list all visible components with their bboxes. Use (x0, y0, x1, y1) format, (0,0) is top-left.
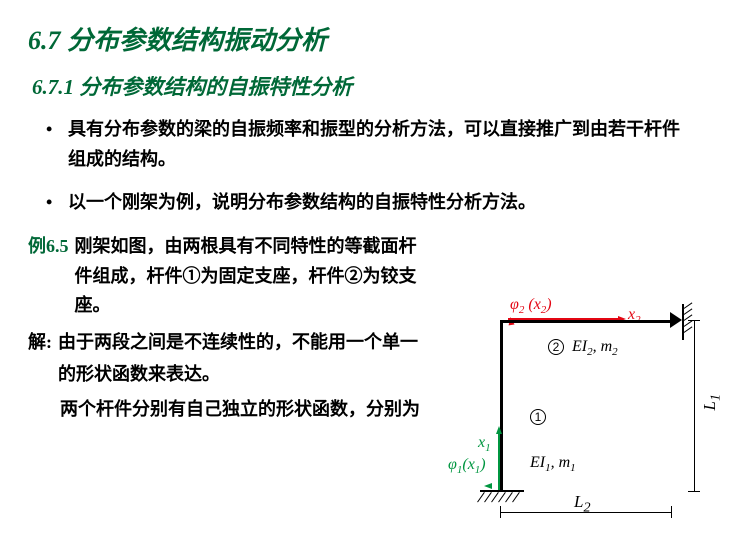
example-label: 例6.5 (28, 232, 69, 321)
bullet-marker: • (44, 188, 68, 218)
x2-label: x2 (628, 306, 641, 326)
solution-label: 解: (28, 327, 52, 390)
bullet-2: • 以一个刚架为例，说明分布参数结构的自振特性分析方法。 (44, 188, 704, 218)
bullet-1: • 具有分布参数的梁的自振频率和振型的分析方法，可以直接推广到由若干杆件组成的结… (44, 115, 704, 174)
bullet-text: 以一个刚架为例，说明分布参数结构的自振特性分析方法。 (68, 188, 704, 218)
bullet-marker: • (44, 115, 68, 174)
bullet-text: 具有分布参数的梁的自振频率和振型的分析方法，可以直接推广到由若干杆件组成的结构。 (68, 115, 704, 174)
solution-text-1: 由于两段之间是不连续性的，不能用一个单一的形状函数来表达。 (58, 327, 424, 390)
section-heading: 6.7 分布参数结构振动分析 (28, 20, 704, 57)
beam-member-2 (500, 320, 672, 323)
subsection-heading: 6.7.1 分布参数结构的自振特性分析 (32, 71, 704, 101)
member-2-label: 2 EI2, m2 (548, 338, 618, 358)
frame-diagram: φ2 (x2) x2 2 EI2, m2 1 EI1, m1 x1 (456, 298, 708, 520)
dimension-L2: L2 (500, 506, 672, 522)
dimension-L1: L1 (686, 320, 702, 492)
member-1-props: EI1, m1 (530, 454, 576, 474)
phi2-label: φ2 (x2) (510, 296, 552, 316)
x1-label: x1 (478, 434, 491, 454)
member-1-label: 1 (530, 408, 546, 426)
example-text: 刚架如图，由两根具有不同特性的等截面杆件组成，杆件①为固定支座，杆件②为铰支座。 (75, 232, 435, 321)
phi1-label: φ1(x1) (448, 456, 486, 476)
x1-axis (496, 426, 502, 490)
